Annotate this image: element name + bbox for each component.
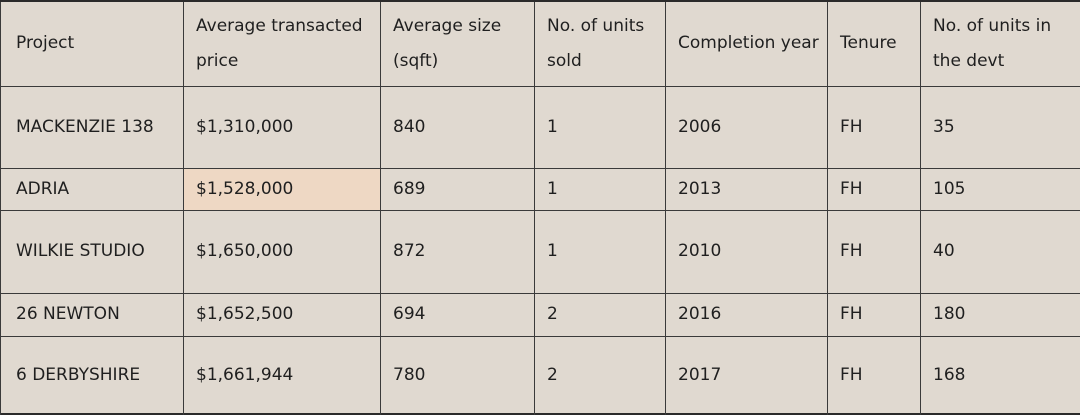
header-completion-year: Completion year — [665, 2, 828, 86]
header-project: Project — [0, 2, 184, 86]
cell-completion-year: 2016 — [665, 292, 828, 336]
cell-units-in-devt: 168 — [920, 335, 1080, 415]
cell-tenure: FH — [827, 85, 921, 168]
cell-units-sold: 2 — [534, 292, 666, 336]
table-row: 6 DERBYSHIRE $1,661,944 780 2 2017 FH 16… — [0, 335, 1080, 415]
cell-project: WILKIE STUDIO — [0, 209, 184, 293]
cell-completion-year: 2006 — [665, 85, 828, 168]
cell-units-sold: 1 — [534, 209, 666, 293]
cell-project: ADRIA — [0, 167, 184, 210]
cell-tenure: FH — [827, 335, 921, 415]
header-units-in-devt: No. of units in the devt — [920, 2, 1080, 86]
table-row: MACKENZIE 138 $1,310,000 840 1 2006 FH 3… — [0, 85, 1080, 168]
cell-project: 26 NEWTON — [0, 292, 184, 336]
cell-units-in-devt: 105 — [920, 167, 1080, 210]
cell-units-sold: 2 — [534, 335, 666, 415]
cell-units-in-devt: 180 — [920, 292, 1080, 336]
cell-units-sold: 1 — [534, 85, 666, 168]
table-header-row: Project Average transacted price Average… — [0, 2, 1080, 86]
cell-average-size: 689 — [380, 167, 535, 210]
cell-completion-year: 2013 — [665, 167, 828, 210]
cell-tenure: FH — [827, 167, 921, 210]
header-average-size: Average size (sqft) — [380, 2, 535, 86]
table-row: 26 NEWTON $1,652,500 694 2 2016 FH 180 — [0, 292, 1080, 336]
cell-average-price: $1,661,944 — [183, 335, 381, 415]
cell-average-price-highlighted: $1,528,000 — [183, 167, 381, 210]
cell-average-size: 840 — [380, 85, 535, 168]
cell-average-size: 872 — [380, 209, 535, 293]
cell-tenure: FH — [827, 209, 921, 293]
cell-tenure: FH — [827, 292, 921, 336]
cell-units-sold: 1 — [534, 167, 666, 210]
table-row: WILKIE STUDIO $1,650,000 872 1 2010 FH 4… — [0, 209, 1080, 293]
cell-average-price: $1,650,000 — [183, 209, 381, 293]
cell-average-price: $1,652,500 — [183, 292, 381, 336]
cell-completion-year: 2010 — [665, 209, 828, 293]
cell-average-size: 780 — [380, 335, 535, 415]
cell-units-in-devt: 35 — [920, 85, 1080, 168]
header-tenure: Tenure — [827, 2, 921, 86]
cell-units-in-devt: 40 — [920, 209, 1080, 293]
header-units-sold: No. of units sold — [534, 2, 666, 86]
cell-completion-year: 2017 — [665, 335, 828, 415]
cell-average-price: $1,310,000 — [183, 85, 381, 168]
cell-project: 6 DERBYSHIRE — [0, 335, 184, 415]
cell-project: MACKENZIE 138 — [0, 85, 184, 168]
cell-average-size: 694 — [380, 292, 535, 336]
header-average-transacted-price: Average transacted price — [183, 2, 381, 86]
table-row: ADRIA $1,528,000 689 1 2013 FH 105 — [0, 167, 1080, 210]
